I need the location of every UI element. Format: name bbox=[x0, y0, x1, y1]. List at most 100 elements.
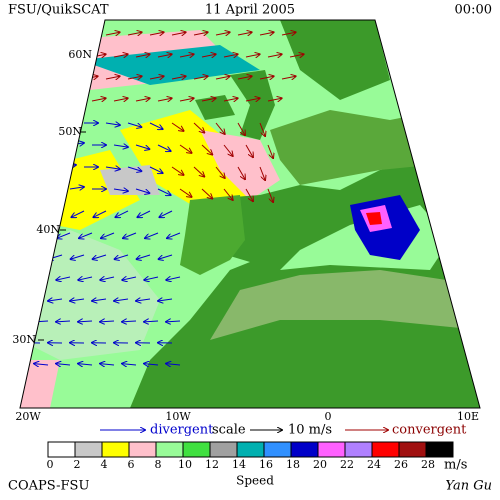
convergent-label: convergent bbox=[392, 423, 467, 438]
wind-arrow bbox=[167, 232, 181, 238]
wind-arrow bbox=[245, 54, 260, 57]
wind-arrow bbox=[215, 76, 230, 79]
wind-arrow bbox=[201, 98, 216, 101]
wind-arrow bbox=[47, 54, 62, 57]
wind-arrow bbox=[100, 321, 115, 322]
wind-arrow bbox=[69, 98, 84, 101]
wind-arrow bbox=[105, 167, 120, 169]
wind-arrow bbox=[149, 32, 164, 35]
ocean-zone bbox=[120, 110, 260, 210]
color-swatch bbox=[425, 441, 454, 458]
map-area bbox=[20, 20, 480, 408]
lat-label: 50N bbox=[58, 125, 82, 138]
wind-arrow bbox=[267, 98, 282, 101]
wind-arrow bbox=[259, 122, 265, 136]
wind-arrow bbox=[223, 98, 238, 101]
color-swatch bbox=[182, 441, 211, 458]
lat-label: 40N bbox=[36, 223, 60, 236]
wind-arrow bbox=[149, 76, 164, 79]
wind-arrow bbox=[39, 163, 53, 168]
wind-arrow bbox=[26, 299, 41, 301]
wind-arrow bbox=[166, 277, 181, 280]
wind-arrow bbox=[123, 232, 137, 238]
wind-arrow bbox=[171, 76, 186, 79]
wind-arrow bbox=[78, 321, 93, 322]
colorbar-tick-label: 20 bbox=[313, 458, 327, 471]
wind-arrow bbox=[201, 144, 212, 155]
colorbar-tick-label: 2 bbox=[74, 458, 81, 471]
wind-arrow bbox=[136, 299, 151, 301]
footer-left: COAPS-FSU bbox=[8, 479, 89, 494]
wind-arrow bbox=[135, 144, 149, 149]
wind-arrow bbox=[27, 254, 41, 259]
wind-arrow bbox=[47, 98, 62, 101]
wind-arrow bbox=[47, 141, 61, 146]
wind-arrow bbox=[289, 54, 304, 57]
wind-arrow bbox=[61, 121, 76, 123]
wind-arrow bbox=[135, 188, 149, 193]
wind-arrow bbox=[71, 210, 85, 217]
wind-arrow bbox=[71, 254, 85, 259]
ocean-zone bbox=[20, 230, 160, 360]
land bbox=[230, 70, 275, 140]
wind-arrow bbox=[115, 210, 129, 217]
color-swatch bbox=[317, 441, 346, 458]
map-frame bbox=[19, 19, 481, 409]
wind-arrow bbox=[113, 54, 128, 57]
lat-label: 60N bbox=[68, 48, 92, 61]
lon-label: 10W bbox=[165, 410, 191, 423]
wind-arrow bbox=[100, 277, 115, 280]
wind-arrow bbox=[92, 299, 107, 301]
header-right: 00:00 bbox=[455, 3, 492, 18]
colorbar-unit: m/s bbox=[444, 458, 467, 473]
wind-arrow bbox=[149, 166, 163, 173]
wind-arrow bbox=[144, 277, 159, 280]
wind-arrow bbox=[49, 210, 63, 217]
wind-arrow bbox=[83, 32, 98, 35]
wind-arrow bbox=[70, 299, 85, 301]
wind-arrow bbox=[223, 144, 233, 156]
colorbar-tick-label: 12 bbox=[205, 458, 219, 471]
wind-arrow bbox=[223, 188, 233, 200]
wind-arrow bbox=[144, 364, 159, 365]
wind-arrow bbox=[122, 277, 137, 280]
land bbox=[280, 20, 390, 100]
wind-arrow bbox=[135, 54, 150, 57]
wind-arrow bbox=[39, 32, 54, 35]
wind-arrow bbox=[114, 299, 129, 301]
wind-arrow bbox=[56, 277, 71, 280]
colorbar-tick-label: 16 bbox=[259, 458, 273, 471]
colorbar-tick-label: 14 bbox=[232, 458, 246, 471]
wind-arrow bbox=[145, 232, 159, 238]
wind-arrow bbox=[179, 188, 192, 197]
wind-arrow bbox=[78, 277, 93, 280]
colorbar-tick-label: 18 bbox=[286, 458, 300, 471]
wind-arrow bbox=[56, 321, 71, 322]
wind-arrow bbox=[245, 188, 253, 201]
wind-arrow bbox=[93, 254, 107, 259]
color-swatch bbox=[398, 441, 427, 458]
wind-arrow bbox=[259, 76, 274, 79]
color-swatch bbox=[101, 441, 130, 458]
wind-arrow bbox=[267, 188, 273, 202]
wind-arrow bbox=[159, 254, 173, 259]
color-swatch bbox=[128, 441, 157, 458]
color-swatch bbox=[155, 441, 184, 458]
colorbar: 0 2 4 6 8 10 12 14 16 18 20 22 24 26 28 bbox=[47, 441, 454, 471]
wind-arrow bbox=[105, 32, 120, 35]
wind-arrow bbox=[91, 98, 106, 101]
wind-arrow bbox=[179, 54, 194, 57]
wind-arrow bbox=[39, 76, 54, 79]
wind-arrow bbox=[93, 210, 107, 217]
wind-arrow bbox=[135, 98, 150, 101]
scale-value: 10 m/s bbox=[288, 423, 332, 438]
wind-arrow bbox=[149, 122, 163, 129]
wind-arrow bbox=[122, 364, 137, 365]
wind-arrow bbox=[127, 32, 142, 35]
wind-arrow bbox=[245, 98, 260, 101]
ocean-zone bbox=[20, 360, 60, 408]
colorbar-tick-label: 8 bbox=[155, 458, 162, 471]
wind-arrow bbox=[193, 76, 208, 79]
wind-arrow bbox=[61, 76, 76, 79]
